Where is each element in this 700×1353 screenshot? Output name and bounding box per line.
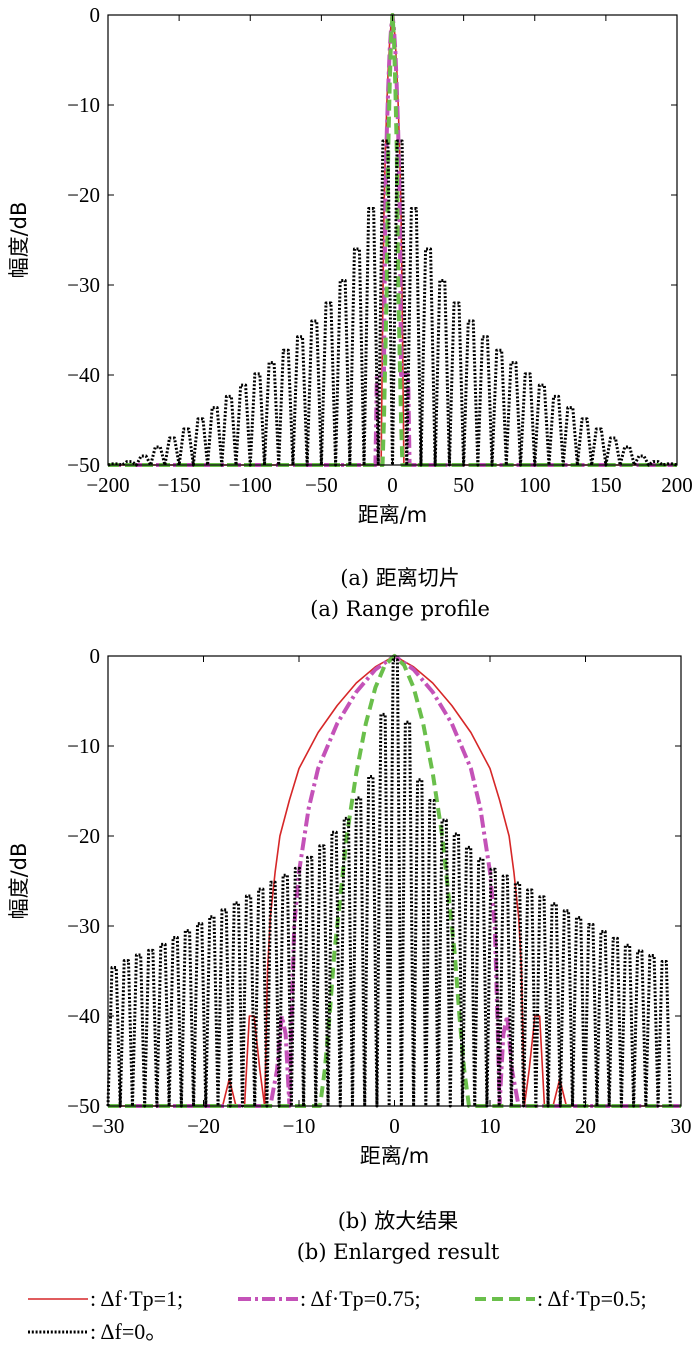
x-tick-label: 0 <box>387 473 398 497</box>
y-tick-label: −30 <box>67 914 100 938</box>
x-tick-label: 100 <box>519 473 551 497</box>
x-tick-label: 200 <box>661 473 693 497</box>
y-axis-label: 幅度/dB <box>7 202 31 279</box>
x-tick-label: 10 <box>480 1114 501 1138</box>
y-tick-label: −20 <box>67 183 100 207</box>
x-tick-label: 150 <box>590 473 622 497</box>
legend: : Δf·Tp=1; : Δf·Tp=0.75; : Δf·Tp=0.5; : … <box>28 1286 647 1344</box>
x-tick-label: −50 <box>305 473 338 497</box>
x-tick-label: 50 <box>453 473 474 497</box>
x-tick-label: −30 <box>92 1114 125 1138</box>
legend-label-2: : Δf·Tp=0.75; <box>300 1286 421 1311</box>
legend-label-1: : Δf·Tp=1; <box>90 1286 183 1311</box>
x-tick-label: −200 <box>86 473 129 497</box>
y-tick-label: −40 <box>67 363 100 387</box>
series-line-4 <box>107 139 678 467</box>
x-axis-label: 距离/m <box>360 1144 430 1168</box>
y-tick-label: −40 <box>67 1004 100 1028</box>
caption-b-en: (b) Enlarged result <box>297 1240 500 1264</box>
caption-a-cn: (a) 距离切片 <box>340 566 460 590</box>
series-group <box>107 13 678 467</box>
y-axis-label: 幅度/dB <box>7 843 31 920</box>
x-tick-label: −20 <box>187 1114 220 1138</box>
y-tick-label: 0 <box>90 644 101 668</box>
y-tick-label: −50 <box>67 1094 100 1118</box>
chart-b: −30 −20 −10 0 10 20 30 0 −10 −20 −30 −40 −50 距离/m 幅度/d… <box>7 644 692 1168</box>
x-tick-label: −150 <box>157 473 200 497</box>
y-tick-label: −10 <box>67 93 100 117</box>
x-axis-label: 距离/m <box>358 503 428 527</box>
caption-a-en: (a) Range profile <box>310 597 490 621</box>
y-tick-label: −30 <box>67 273 100 297</box>
y-tick-label: −50 <box>67 453 100 477</box>
legend-label-4: : Δf=0。 <box>90 1319 167 1344</box>
y-tick-label: 0 <box>90 3 101 27</box>
caption-b-cn: (b) 放大结果 <box>338 1209 459 1233</box>
y-tick-label: −20 <box>67 824 100 848</box>
chart-a: −200 −150 −100 −50 0 50 100 150 200 0 −10 −20 −30 −40… <box>7 3 693 527</box>
x-tick-label: −10 <box>283 1114 316 1138</box>
y-tick-label: −10 <box>67 734 100 758</box>
legend-label-3: : Δf·Tp=0.5; <box>537 1286 647 1311</box>
series-line-4 <box>106 658 672 1108</box>
x-tick-label: −100 <box>229 473 272 497</box>
x-tick-label: 30 <box>671 1114 692 1138</box>
x-tick-label: 0 <box>389 1114 400 1138</box>
series-group <box>106 654 681 1108</box>
x-tick-label: 20 <box>575 1114 596 1138</box>
